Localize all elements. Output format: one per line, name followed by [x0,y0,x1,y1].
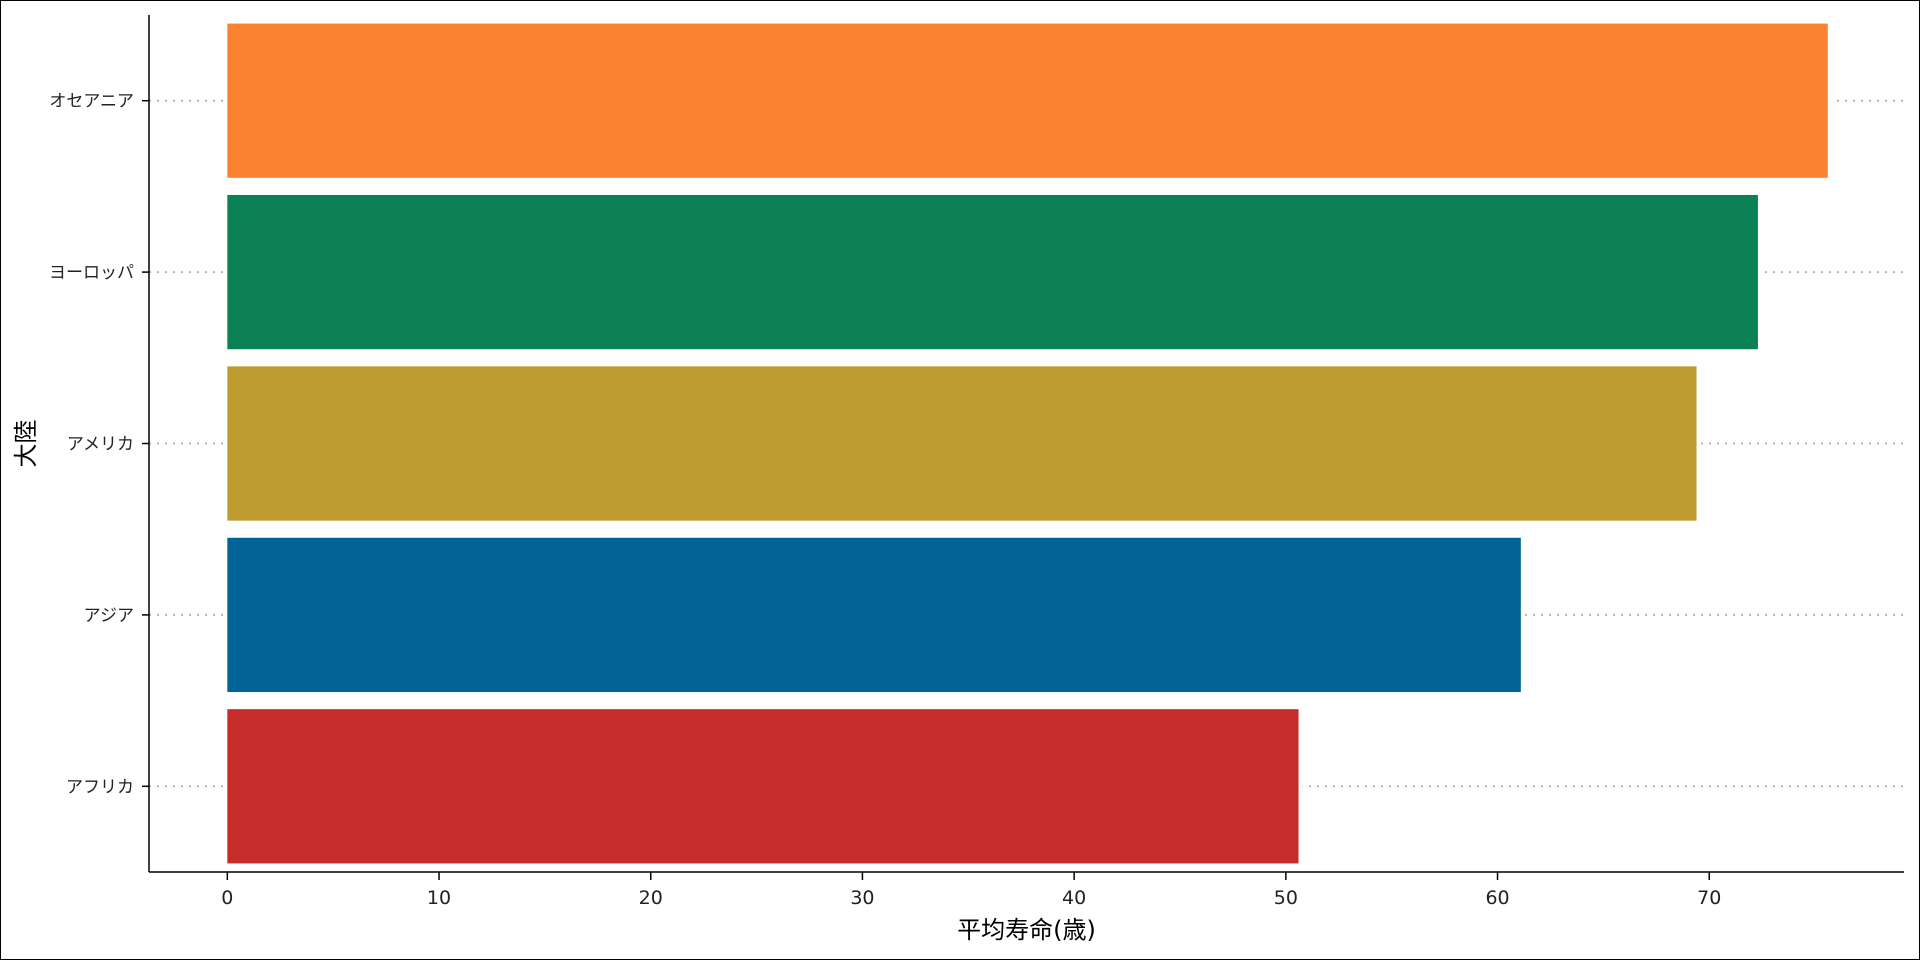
tick-layer: アフリカ アジア アメリカ ヨーロッパ オセアニア 0 10 20 30 40 50 60 70 [49,92,1721,909]
x-tick-label: 30 [850,887,874,909]
x-tick-label: 10 [427,887,451,909]
bar-1 [227,709,1299,864]
y-tick-label: アジア [84,606,134,626]
y-tick-label: オセアニア [49,92,134,112]
bar-5 [227,23,1828,178]
bar-4 [227,194,1758,350]
y-tick-label: アフリカ [66,777,134,797]
x-tick-label: 20 [639,887,663,909]
y-tick-label: アメリカ [67,435,134,455]
bar-2 [227,537,1521,693]
bar-3 [227,366,1697,521]
x-tick-label: 70 [1697,887,1721,909]
y-tick-label: ヨーロッパ [49,263,134,283]
x-tick-label: 50 [1274,887,1298,909]
x-tick-label: 60 [1485,887,1509,909]
x-tick-label: 0 [221,887,233,909]
x-tick-label: 40 [1062,887,1086,909]
bar-layer [223,23,1832,864]
x-axis-title: 平均寿命(歳) [957,916,1096,944]
y-axis-title: 大陸 [12,420,40,468]
